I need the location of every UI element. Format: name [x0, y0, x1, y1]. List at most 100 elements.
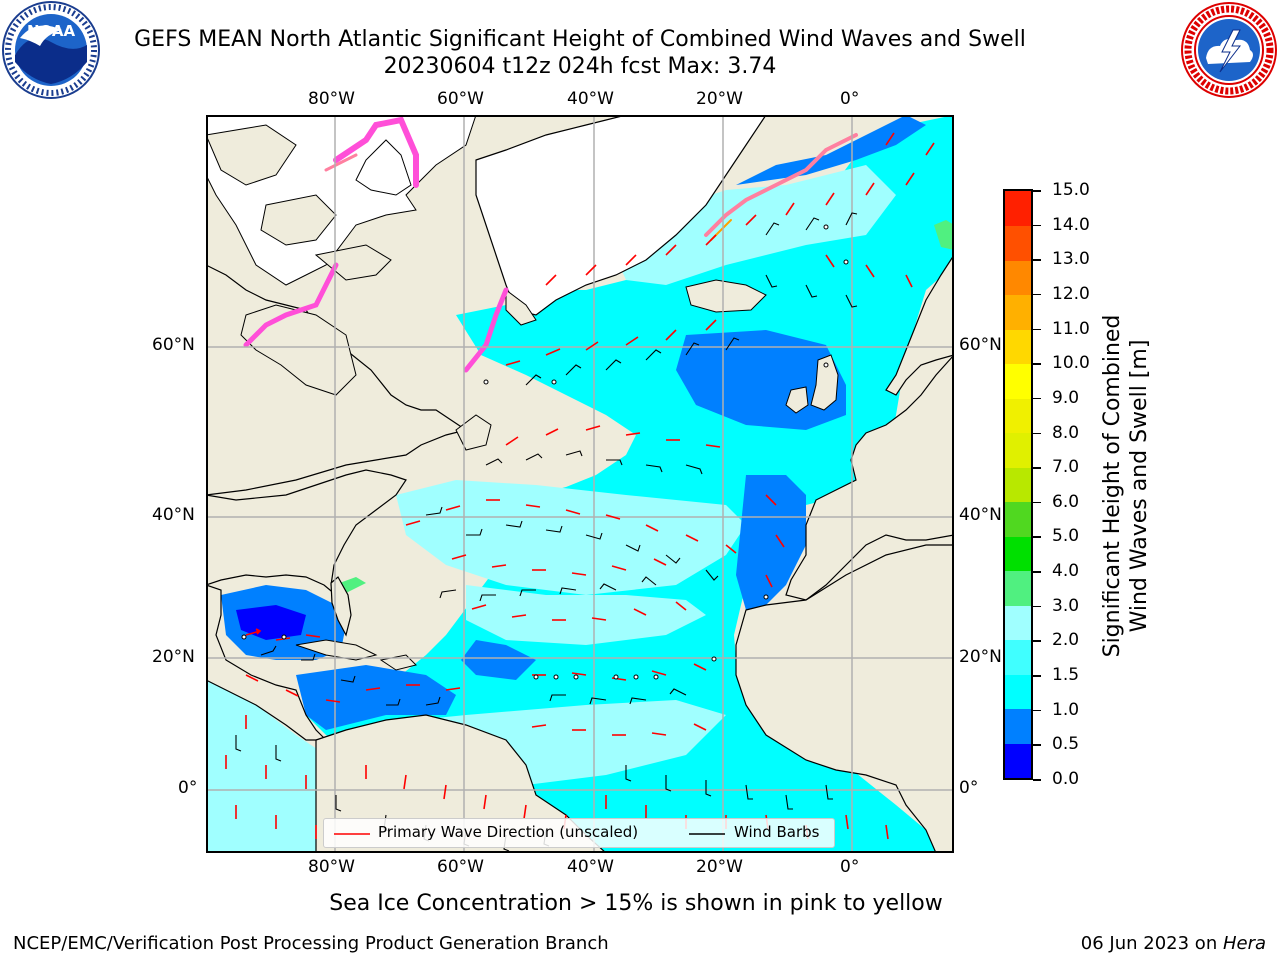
colorbar-tick-label: 6.0 [1052, 491, 1080, 512]
colorbar-tick [1033, 536, 1041, 538]
colorbar-segment [1005, 329, 1031, 365]
colorbar-segment [1005, 467, 1031, 503]
colorbar-tick [1033, 744, 1041, 746]
colorbar-tick [1033, 328, 1041, 331]
colorbar-segment [1005, 363, 1031, 399]
colorbar-segment [1005, 501, 1031, 537]
colorbar-segment [1005, 708, 1031, 744]
colorbar-segment [1005, 432, 1031, 468]
map-legend: Primary Wave Direction (unscaled) Wind B… [323, 818, 835, 848]
chart-subtitle: 20230604 t12z 024h fcst Max: 3.74 [383, 54, 777, 79]
sea-ice-note: Sea Ice Concentration > 15% is shown in … [329, 891, 943, 916]
legend-wind-barbs: Wind Barbs [734, 823, 820, 841]
wave-arrows-layer [225, 132, 935, 840]
footer-date-text: 06 Jun 2023 on [1080, 933, 1223, 954]
colorbar-tick [1033, 363, 1041, 365]
graticule [206, 115, 954, 853]
colorbar-tick-label: 0.0 [1052, 769, 1080, 789]
lon-tick-top: 80°W [308, 89, 355, 109]
nws-logo [1181, 2, 1277, 98]
map-border [206, 115, 954, 853]
lon-tick-bottom: 60°W [437, 857, 484, 877]
colorbar-segment [1005, 225, 1031, 261]
lon-tick-top: 0° [840, 89, 860, 109]
iceland [685, 279, 767, 313]
chart-title: GEFS MEAN North Atlantic Significant Hei… [134, 27, 1026, 52]
lon-tick-top: 60°W [437, 89, 484, 109]
colorbar-segment [1005, 260, 1031, 296]
colorbar-segment [1005, 398, 1031, 434]
colorbar-segment [1005, 674, 1031, 710]
colorbar-tick [1033, 605, 1041, 608]
lon-tick-top: 40°W [567, 89, 614, 109]
footer-host: Hera [1222, 933, 1266, 954]
colorbar-tick-label: 13.0 [1052, 249, 1090, 270]
colorbar-tick-label: 11.0 [1052, 318, 1090, 339]
colorbar-tick-label: 9.0 [1052, 387, 1080, 408]
colorbar-title-line1: Significant Height of Combined [1100, 314, 1125, 658]
lon-tick-bottom: 40°W [567, 857, 614, 877]
colorbar-tick [1033, 571, 1041, 573]
colorbar-tick [1033, 709, 1041, 712]
legend-primary-wave: Primary Wave Direction (unscaled) [378, 823, 639, 841]
colorbar-title: Significant Height of Combined Wind Wave… [1099, 315, 1153, 658]
caribbean-sea [296, 665, 456, 730]
colorbar-tick [1033, 675, 1041, 677]
colorbar-tick [1033, 224, 1041, 227]
ocean-atlantic [306, 115, 954, 853]
colorbar-segment [1005, 191, 1031, 227]
colorbar-segment [1005, 743, 1031, 778]
british-isles [810, 354, 839, 411]
colorbar-tick [1033, 293, 1041, 296]
lat-tick-right: 20°N [959, 647, 1002, 667]
lat-tick-left: 20°N [152, 647, 195, 667]
scandinavia [885, 253, 954, 396]
colorbar-segment [1005, 536, 1031, 572]
colorbar-title-line2: Wind Waves and Swell [m] [1127, 339, 1152, 633]
europe [785, 354, 954, 601]
colorbar-tick-label: 5.0 [1052, 526, 1080, 547]
lat-tick-right: 40°N [959, 505, 1002, 525]
lon-tick-bottom: 80°W [308, 857, 355, 877]
footer-credit: NCEP/EMC/Verification Post Processing Pr… [13, 933, 609, 954]
colorbar-segment [1005, 570, 1031, 606]
colorbar-tick-label: 2.0 [1052, 630, 1080, 651]
colorbar-tick-label: 14.0 [1052, 214, 1090, 235]
lon-tick-bottom: 20°W [696, 857, 743, 877]
colorbar-tick-label: 7.0 [1052, 457, 1080, 478]
colorbar-tick-label: 0.5 [1052, 734, 1080, 755]
colorbar-tick [1033, 397, 1041, 400]
colorbar-tick-label: 10.0 [1052, 353, 1090, 374]
footer-date: 06 Jun 2023 on Hera [1081, 933, 1266, 954]
lat-tick-left: 60°N [152, 335, 195, 355]
colorbar-segment [1005, 639, 1031, 675]
colorbar-tick-label: 1.0 [1052, 699, 1080, 720]
colorbar-tick [1033, 779, 1041, 781]
lat-tick-right: 60°N [959, 335, 1002, 355]
colorbar-tick [1033, 190, 1041, 192]
colorbar-tick-label: 15.0 [1052, 180, 1090, 200]
colorbar-tick [1033, 432, 1041, 435]
colorbar-tick [1033, 259, 1041, 261]
lon-tick-top: 20°W [696, 89, 743, 109]
lat-tick-left: 40°N [152, 505, 195, 525]
lat-tick-left: 0° [178, 778, 198, 798]
colorbar-tick [1033, 501, 1041, 504]
ocean-pacific [206, 680, 346, 853]
colorbar-tick-label: 12.0 [1052, 283, 1090, 304]
colorbar-segment [1005, 605, 1031, 641]
colorbar-tick [1033, 467, 1041, 469]
lon-tick-bottom: 0° [840, 857, 860, 877]
colorbar-tick-label: 3.0 [1052, 595, 1080, 616]
noaa-logo: NOAA [2, 1, 100, 99]
lat-tick-right: 0° [959, 778, 979, 798]
colorbar-tick [1033, 640, 1041, 642]
colorbar [1003, 189, 1033, 780]
wind-barbs-layer [235, 212, 858, 852]
noaa-logo-text: NOAA [27, 22, 76, 40]
colorbar-tick-label: 4.0 [1052, 561, 1080, 582]
colorbar-tick-label: 1.5 [1052, 665, 1080, 686]
greenland [475, 115, 767, 316]
wave-height-map [206, 115, 954, 853]
colorbar-tick-label: 8.0 [1052, 422, 1080, 443]
